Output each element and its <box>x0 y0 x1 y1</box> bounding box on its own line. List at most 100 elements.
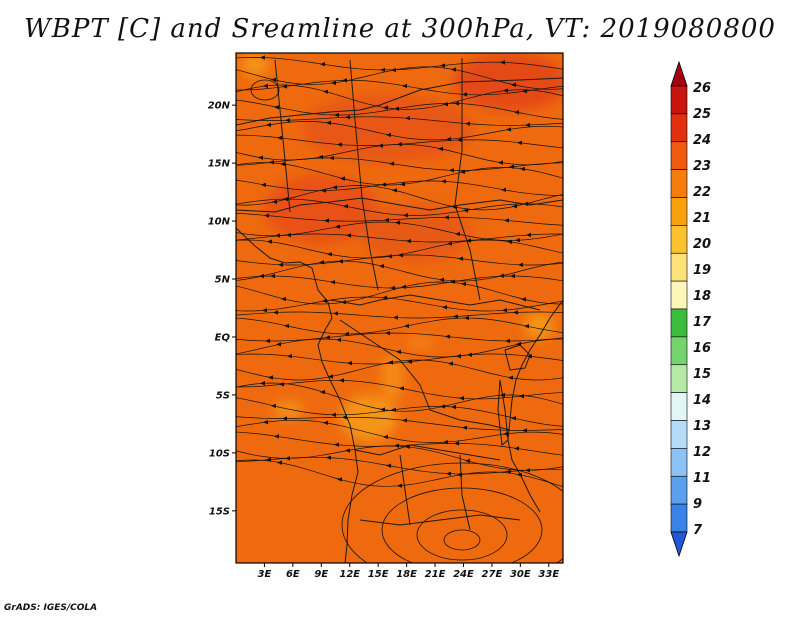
streamline-arrow <box>514 110 519 115</box>
streamline-arrow <box>405 116 410 121</box>
colorbar-swatch <box>670 280 688 310</box>
colorbar-swatch <box>670 113 688 143</box>
streamline-33 <box>236 419 563 443</box>
streamline-arrow <box>515 238 520 243</box>
streamline-arrow <box>388 360 393 365</box>
streamline-arrow <box>268 375 273 380</box>
streamline-arrow <box>263 419 268 425</box>
colorbar-swatch <box>670 141 688 170</box>
shade-region-5 <box>272 401 304 419</box>
streamline-arrow <box>503 88 508 93</box>
streamline-arrow <box>260 55 265 60</box>
coastlines-and-borders <box>236 58 563 563</box>
lon-tick-label: 18E <box>396 569 417 580</box>
streamline-arrow <box>506 469 511 474</box>
streamline-arrow <box>282 84 287 89</box>
streamline-10 <box>236 162 563 186</box>
streamline-arrow <box>278 262 283 267</box>
lat-tick-label: 15S <box>209 506 230 517</box>
streamline-arrow <box>262 308 267 313</box>
streamline-arrow <box>397 483 402 488</box>
streamline-arrow <box>500 392 505 398</box>
streamline-arrow <box>465 458 470 464</box>
streamline-arrow <box>328 374 333 379</box>
streamline-arrow <box>267 239 272 244</box>
colorbar-label: 15 <box>693 367 711 382</box>
cyclone-ring-3 <box>381 487 543 563</box>
colorbar-label: 21 <box>693 211 711 226</box>
streamline-arrow <box>454 101 459 106</box>
colorbar-label: 16 <box>693 341 711 356</box>
streamline-arrow <box>465 121 470 126</box>
colorbar-swatch <box>670 85 688 115</box>
streamline-arrow <box>459 396 464 401</box>
streamline-arrow <box>403 213 408 218</box>
streamline-arrow <box>274 105 279 110</box>
lon-axis: 3E 6E 9E 12E 15E 18E 21E 24E 27E 30E 33E <box>258 563 559 580</box>
streamline-arrow <box>524 323 529 329</box>
streamline-arrow <box>402 418 407 423</box>
streamline-arrow <box>336 337 341 343</box>
streamline-arrow <box>344 331 349 337</box>
streamline-arrow <box>454 441 459 446</box>
streamline-arrow <box>282 416 287 421</box>
shade-region-4 <box>340 394 398 442</box>
streamline-arrow <box>499 273 504 278</box>
colorbar-swatch <box>670 225 688 254</box>
streamline-arrow <box>462 425 467 430</box>
lake-victoria <box>504 344 531 371</box>
colorbar-label: 7 <box>693 523 703 538</box>
streamline-arrow <box>452 204 457 210</box>
streamline-arrow <box>451 404 456 410</box>
streamline-arrow <box>265 338 270 344</box>
streamline-arrow <box>391 407 396 412</box>
lon-tick-label: 21E <box>425 569 446 580</box>
streamline-arrow <box>340 176 345 181</box>
coastline-east-africa <box>507 299 563 513</box>
streamline-arrow <box>514 446 519 451</box>
streamline-arrow <box>378 143 383 148</box>
streamline-21 <box>236 281 563 305</box>
map-plot-area: 20N 15N 10N 5N EQ 5S 10S 15S 3E 6E 9E 12E 15E 18E 21E… <box>208 52 564 580</box>
streamline-arrow <box>341 299 346 305</box>
north-eddy <box>250 79 280 101</box>
streamline-arrow <box>327 252 332 257</box>
streamline-arrow <box>346 233 351 238</box>
streamline-arrow <box>521 297 526 302</box>
lon-tick-label: 15E <box>368 569 389 580</box>
streamline-19 <box>236 260 563 282</box>
streamline-arrow <box>446 471 451 476</box>
streamline-arrow <box>407 359 412 364</box>
streamline-arrow <box>441 179 446 184</box>
streamline-arrow <box>380 67 385 73</box>
streamline-arrow <box>258 155 263 160</box>
streamline-arrow <box>324 218 329 223</box>
streamline-arrow <box>445 334 450 339</box>
shade-region-3 <box>454 53 563 111</box>
colorbar-swatch <box>670 475 688 505</box>
streamline-arrow <box>457 472 462 478</box>
streamline-arrow <box>508 375 513 380</box>
lat-tick-label: 20N <box>208 101 231 112</box>
streamline-arrow <box>461 281 466 287</box>
border-north <box>236 77 563 126</box>
streamline-arrow <box>498 160 503 165</box>
streamline-arrow <box>322 298 327 304</box>
streamline-arrow <box>381 182 386 187</box>
border-congo <box>339 319 511 431</box>
streamline-arrow <box>284 323 289 329</box>
streamline-arrow <box>339 378 344 383</box>
colorbar-label: 18 <box>693 289 711 304</box>
streamline-arrow <box>379 263 384 269</box>
streamline-arrow <box>439 277 444 282</box>
streamline-31 <box>236 397 563 427</box>
streamline-arrow <box>500 60 505 65</box>
lat-tick-label: 5S <box>216 390 230 401</box>
cyclone-circulation <box>250 79 563 563</box>
colorbar-swatch <box>670 503 688 533</box>
streamline-arrow <box>264 213 269 218</box>
streamline-arrow <box>326 455 331 460</box>
streamline-arrow <box>320 389 325 395</box>
lat-tick-label: 5N <box>215 275 231 286</box>
streamline-30 <box>236 382 563 412</box>
